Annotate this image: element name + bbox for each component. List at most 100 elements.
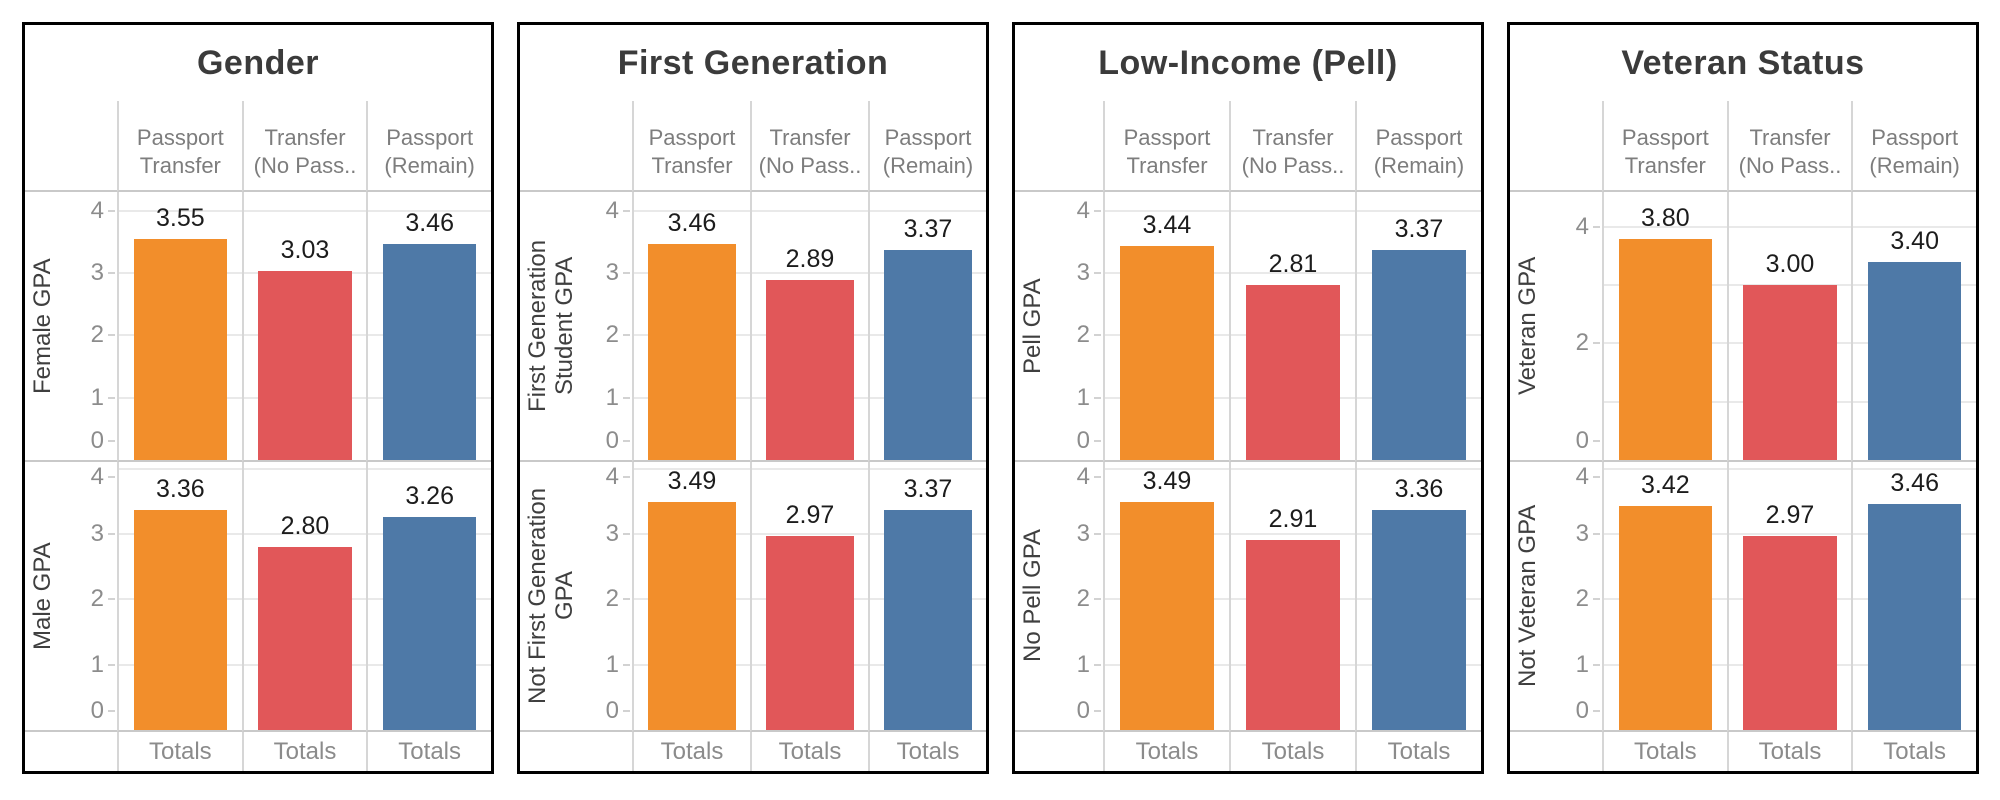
y-axis: 4 3 2 1 0: [1560, 462, 1602, 730]
y-axis: 4 3 2 1 0: [75, 192, 117, 460]
bar-value-label: 3.26: [405, 481, 454, 510]
bar-male-gpa-passport-remain[interactable]: [383, 516, 477, 730]
row-axis-pell-gpa: Pell GPA 4 3 2 1 0: [1015, 192, 1103, 462]
y-axis-tick-value: 3: [1076, 519, 1090, 547]
y-axis-tick-value: 4: [90, 463, 104, 490]
bar-first-generation-student-gpa-passport-transfer[interactable]: [647, 244, 737, 460]
bar-value-label: 3.46: [667, 209, 717, 238]
bar-value-label: 3.37: [1394, 215, 1444, 243]
y-axis-tick-value: 4: [605, 463, 619, 490]
y-axis-tick-value: 0: [1076, 427, 1090, 454]
gridline: [1604, 225, 1727, 228]
chart-pane: 3.26: [366, 462, 491, 732]
y-axis: 4 3 2 1 0: [590, 192, 632, 460]
bar-veteran-gpa-transfer-no-pass[interactable]: [1743, 285, 1837, 460]
gridline: [870, 467, 986, 470]
chart-pane: 3.55: [117, 192, 242, 462]
chart-pane: 3.03: [241, 192, 367, 462]
totals-cell: Totals: [1355, 732, 1481, 771]
column-header-line: (No Pass..: [1241, 153, 1345, 178]
bar-no-pell-gpa-passport-remain[interactable]: [1371, 510, 1467, 730]
column-header-line: Passport: [1871, 125, 1959, 150]
bar-male-gpa-transfer-no-pass[interactable]: [258, 547, 352, 730]
y-axis-tick-label: 2: [606, 321, 630, 349]
totals-label: Totals: [398, 737, 461, 765]
y-axis-tick-label: 0: [1576, 697, 1600, 725]
column-header-line: Transfer: [1624, 153, 1706, 178]
bar-not-first-generation-gpa-passport-transfer[interactable]: [647, 501, 737, 730]
bar-not-first-generation-gpa-transfer-no-pass[interactable]: [765, 535, 855, 730]
panel-title: Veteran Status: [1621, 43, 1865, 82]
bar-veteran-gpa-passport-transfer[interactable]: [1618, 238, 1712, 460]
column-header-line: Transfer: [139, 153, 221, 178]
bar-value-label: 3.36: [1394, 475, 1444, 504]
y-axis-tick-value: 0: [1076, 697, 1090, 724]
panel-veteran-status: Veteran Status Passport Transfer Transfer (N…: [1507, 22, 1979, 774]
y-axis-tick-label: 1: [1077, 384, 1101, 412]
header-gutter: [1015, 101, 1103, 192]
y-axis-tick-label: 1: [606, 651, 630, 679]
bar-first-generation-student-gpa-passport-remain[interactable]: [883, 250, 973, 460]
bar-no-pell-gpa-passport-transfer[interactable]: [1119, 501, 1215, 730]
column-header-passport-remain: Passport (Remain): [366, 101, 491, 192]
bar-female-gpa-passport-transfer[interactable]: [133, 238, 227, 460]
bar-value-label: 3.40: [1890, 226, 1939, 255]
bar-female-gpa-transfer-no-pass[interactable]: [258, 271, 352, 460]
bar-value-label: 3.80: [1640, 203, 1690, 232]
column-header-line: Transfer: [651, 153, 733, 178]
column-header-line: Passport: [648, 125, 736, 150]
bar-male-gpa-passport-transfer[interactable]: [133, 510, 227, 730]
chart-pane: 2.97: [1726, 462, 1852, 732]
y-axis-tick-value: 0: [90, 427, 104, 454]
y-axis-tick-label: 2: [91, 321, 115, 349]
y-axis-tick-label: 4: [1576, 213, 1600, 241]
gridline: [1728, 225, 1852, 228]
bar-first-generation-student-gpa-transfer-no-pass[interactable]: [765, 279, 855, 460]
column-header-line: (Remain): [1373, 153, 1465, 178]
chart-pane: 3.36: [117, 462, 242, 732]
bar-female-gpa-passport-remain[interactable]: [383, 244, 477, 460]
bar-no-pell-gpa-transfer-no-pass[interactable]: [1245, 539, 1341, 730]
y-axis-tick-value: 2: [90, 321, 104, 349]
totals-cell: Totals: [1229, 732, 1355, 771]
totals-gutter: [520, 732, 632, 771]
column-header-line: (Remain): [1869, 153, 1960, 178]
y-axis-tick-label: 0: [1077, 427, 1101, 455]
y-axis-tick-label: 3: [91, 259, 115, 287]
totals-cell: Totals: [366, 732, 491, 771]
y-axis-tick-label: 4: [91, 197, 115, 225]
column-header-line: Transfer: [1252, 125, 1334, 150]
bar-pell-gpa-passport-transfer[interactable]: [1119, 245, 1215, 460]
y-axis-tick-label: 3: [606, 520, 630, 548]
bar-value-label: 2.89: [785, 244, 835, 273]
totals-cell: Totals: [1103, 732, 1229, 771]
y-axis-tick-label: 1: [91, 384, 115, 412]
bar-pell-gpa-transfer-no-pass[interactable]: [1245, 284, 1341, 460]
bar-not-veteran-gpa-passport-remain[interactable]: [1868, 503, 1962, 730]
y-axis-tick-label: 0: [1077, 697, 1101, 725]
bar-pell-gpa-passport-remain[interactable]: [1371, 250, 1467, 460]
bar-not-veteran-gpa-passport-transfer[interactable]: [1618, 506, 1712, 730]
y-axis-tick-label: 4: [1576, 463, 1600, 491]
row-label: Not Veteran GPA: [1514, 504, 1541, 688]
y-axis-tick-label: 0: [606, 427, 630, 455]
panel-first-generation: First Generation Passport Transfer Transfer…: [517, 22, 989, 774]
column-header-passport-remain: Passport (Remain): [1851, 101, 1976, 192]
bar-not-veteran-gpa-transfer-no-pass[interactable]: [1743, 535, 1837, 730]
panel-title: Gender: [196, 43, 320, 82]
bar-veteran-gpa-passport-remain[interactable]: [1868, 261, 1962, 460]
column-header-line: (Remain): [384, 153, 475, 178]
y-axis-tick-label: 3: [1077, 259, 1101, 287]
chart-pane: 2.91: [1229, 462, 1355, 732]
row-axis-no-pell-gpa: No Pell GPA 4 3 2 1 0: [1015, 462, 1103, 732]
totals-cell: Totals: [117, 732, 242, 771]
y-axis-tick-label: 3: [1576, 520, 1600, 548]
bar-value-label: 2.91: [1268, 504, 1318, 533]
gridline: [1231, 532, 1355, 535]
panel-low-income-pell: Low-Income (Pell) Passport Transfer Transfe…: [1012, 22, 1484, 774]
y-axis-tick-value: 0: [90, 697, 104, 724]
bar-not-first-generation-gpa-passport-remain[interactable]: [883, 509, 973, 730]
chart-pane: 3.49: [632, 462, 750, 732]
y-axis-tick-value: 2: [90, 585, 104, 613]
